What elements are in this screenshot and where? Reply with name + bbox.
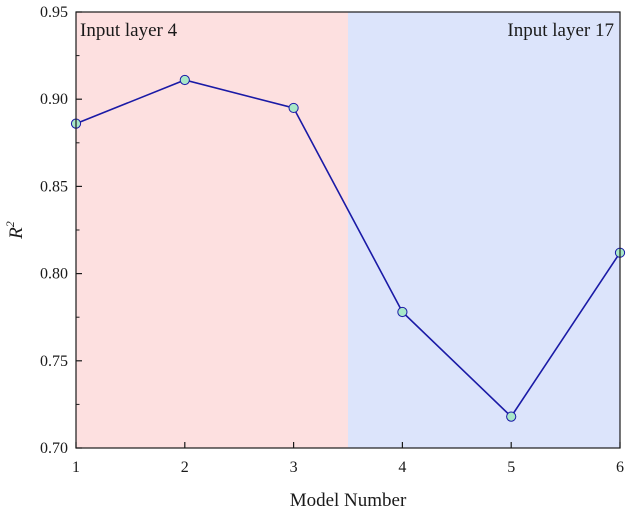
data-point-4 <box>397 306 408 318</box>
region-label-1: Input layer 4 <box>80 20 178 41</box>
y-tick-label-1: 0.70 <box>40 440 68 457</box>
y-tick-label-3: 0.80 <box>40 266 68 283</box>
x-tick-label-4: 4 <box>398 459 406 476</box>
data-point-5 <box>506 411 517 422</box>
y-tick-label-6: 0.95 <box>40 4 68 21</box>
data-point-3 <box>288 102 299 114</box>
x-tick-label-1: 1 <box>72 459 80 476</box>
y-tick-label-5: 0.90 <box>40 91 68 108</box>
x-tick-label-5: 5 <box>507 459 515 476</box>
series <box>70 74 626 422</box>
x-axis: 1 2 3 4 5 6 <box>72 442 624 476</box>
x-tick-label-3: 3 <box>290 459 298 476</box>
data-point-2 <box>179 74 190 86</box>
y-tick-label-2: 0.75 <box>40 353 68 370</box>
region-labels: Input layer 4 Input layer 17 <box>80 20 614 41</box>
x-axis-title: Model Number <box>290 490 407 511</box>
region-band-1 <box>76 12 348 448</box>
y-axis-title-superscript: 2 <box>3 221 17 227</box>
region-label-2: Input layer 17 <box>507 20 614 41</box>
y-axis-title: R2 <box>3 221 27 240</box>
y-axis: 0.70 0.75 0.80 0.85 0.90 0.95 <box>40 4 82 457</box>
series-line <box>75 79 621 418</box>
y-axis-title-main: R <box>6 227 27 240</box>
x-tick-label-6: 6 <box>616 459 624 476</box>
regions <box>76 12 620 448</box>
y-tick-label-4: 0.85 <box>40 178 68 195</box>
x-tick-label-2: 2 <box>181 459 189 476</box>
region-band-2 <box>348 12 620 448</box>
